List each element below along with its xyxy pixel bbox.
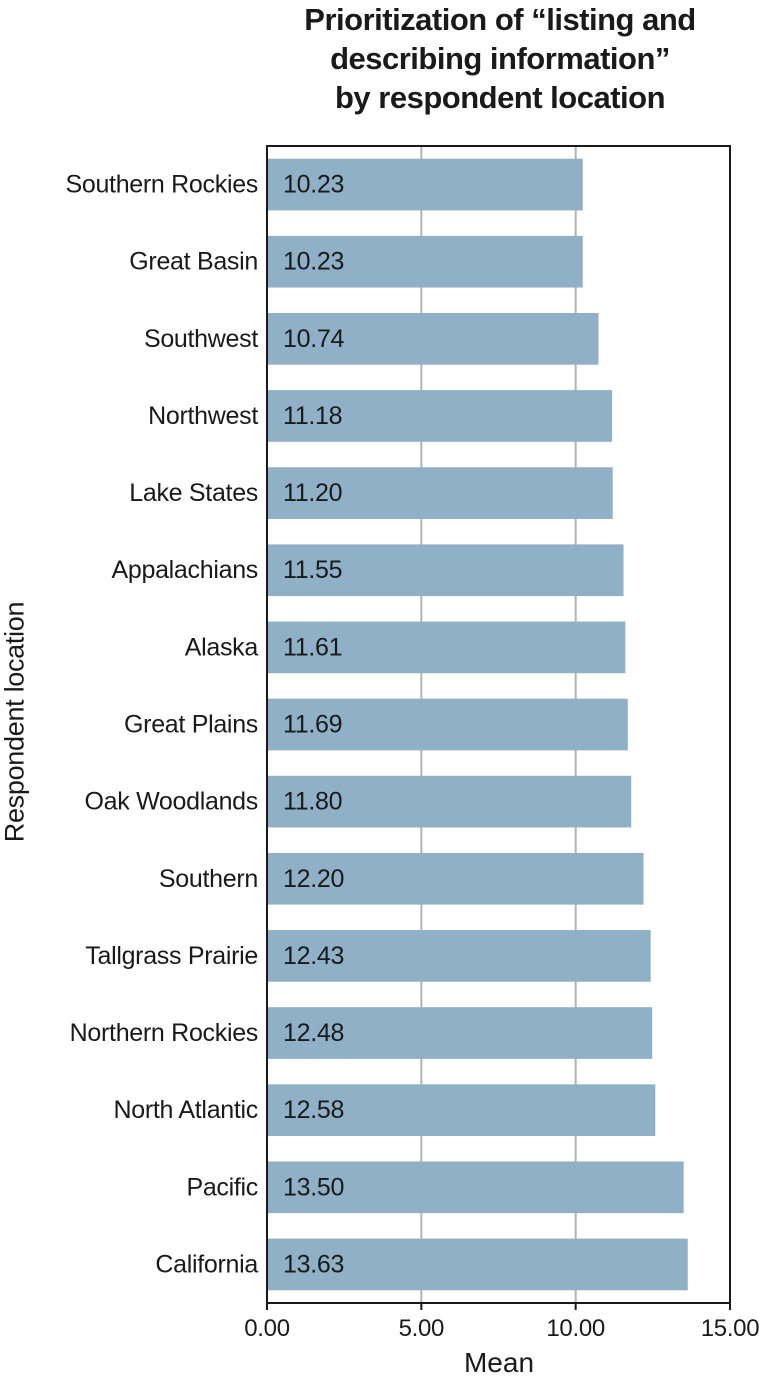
data-label: 11.55 xyxy=(283,556,342,584)
data-label: 11.69 xyxy=(283,711,342,739)
category-label: Northern Rockies xyxy=(70,1019,258,1047)
data-label: 10.23 xyxy=(283,171,344,199)
category-label: North Atlantic xyxy=(114,1096,258,1124)
x-axis-label: Mean xyxy=(463,1347,535,1378)
data-label: 12.48 xyxy=(283,1019,344,1047)
category-label: Tallgrass Prairie xyxy=(85,942,258,970)
x-tick-label: 5.00 xyxy=(399,1315,445,1342)
data-label: 10.74 xyxy=(283,325,344,353)
x-tick-label: 15.00 xyxy=(701,1315,759,1342)
title-line-2: describing information” xyxy=(330,41,670,76)
bar xyxy=(267,1238,688,1291)
data-label: 11.18 xyxy=(283,402,342,430)
bar xyxy=(267,1084,656,1137)
category-label: Great Basin xyxy=(129,248,258,276)
category-label: Northwest xyxy=(148,402,258,430)
bar xyxy=(267,1007,653,1059)
x-tick-label: 0.00 xyxy=(244,1315,290,1342)
chart-title: Prioritization of “listing and describin… xyxy=(240,0,759,117)
category-label: Lake States xyxy=(129,479,258,507)
bar xyxy=(267,930,651,982)
bar xyxy=(267,544,624,597)
category-label: Appalachians xyxy=(111,556,258,584)
category-label: Alaska xyxy=(185,633,259,661)
bar xyxy=(267,390,613,442)
bar xyxy=(267,312,599,365)
bar xyxy=(267,852,644,905)
data-label: 10.23 xyxy=(283,248,344,276)
plot-border xyxy=(266,145,731,1304)
category-label: Southern Rockies xyxy=(65,171,258,199)
data-label: 12.43 xyxy=(283,942,344,970)
data-label: 11.20 xyxy=(283,479,342,507)
category-label: Southwest xyxy=(144,325,258,353)
category-label: Great Plains xyxy=(124,711,258,739)
category-label: California xyxy=(155,1250,258,1278)
bar xyxy=(267,235,583,288)
data-label: 13.63 xyxy=(283,1250,344,1278)
data-label: 13.50 xyxy=(283,1173,344,1201)
bar xyxy=(267,775,632,828)
title-line-3: by respondent location xyxy=(334,80,666,115)
data-label: 12.58 xyxy=(283,1096,344,1124)
bar xyxy=(267,1161,684,1214)
category-label: Oak Woodlands xyxy=(84,788,258,816)
data-label: 11.80 xyxy=(283,788,342,816)
bar xyxy=(267,467,613,519)
bar xyxy=(267,698,628,751)
category-label: Southern xyxy=(159,865,258,893)
data-label: 11.61 xyxy=(283,633,342,661)
bar xyxy=(267,158,583,211)
data-label: 12.20 xyxy=(283,865,344,893)
bar xyxy=(267,621,626,674)
category-label: Pacific xyxy=(186,1173,258,1201)
x-tick-label: 10.00 xyxy=(546,1315,605,1342)
title-line-1: Prioritization of “listing and xyxy=(304,2,696,37)
